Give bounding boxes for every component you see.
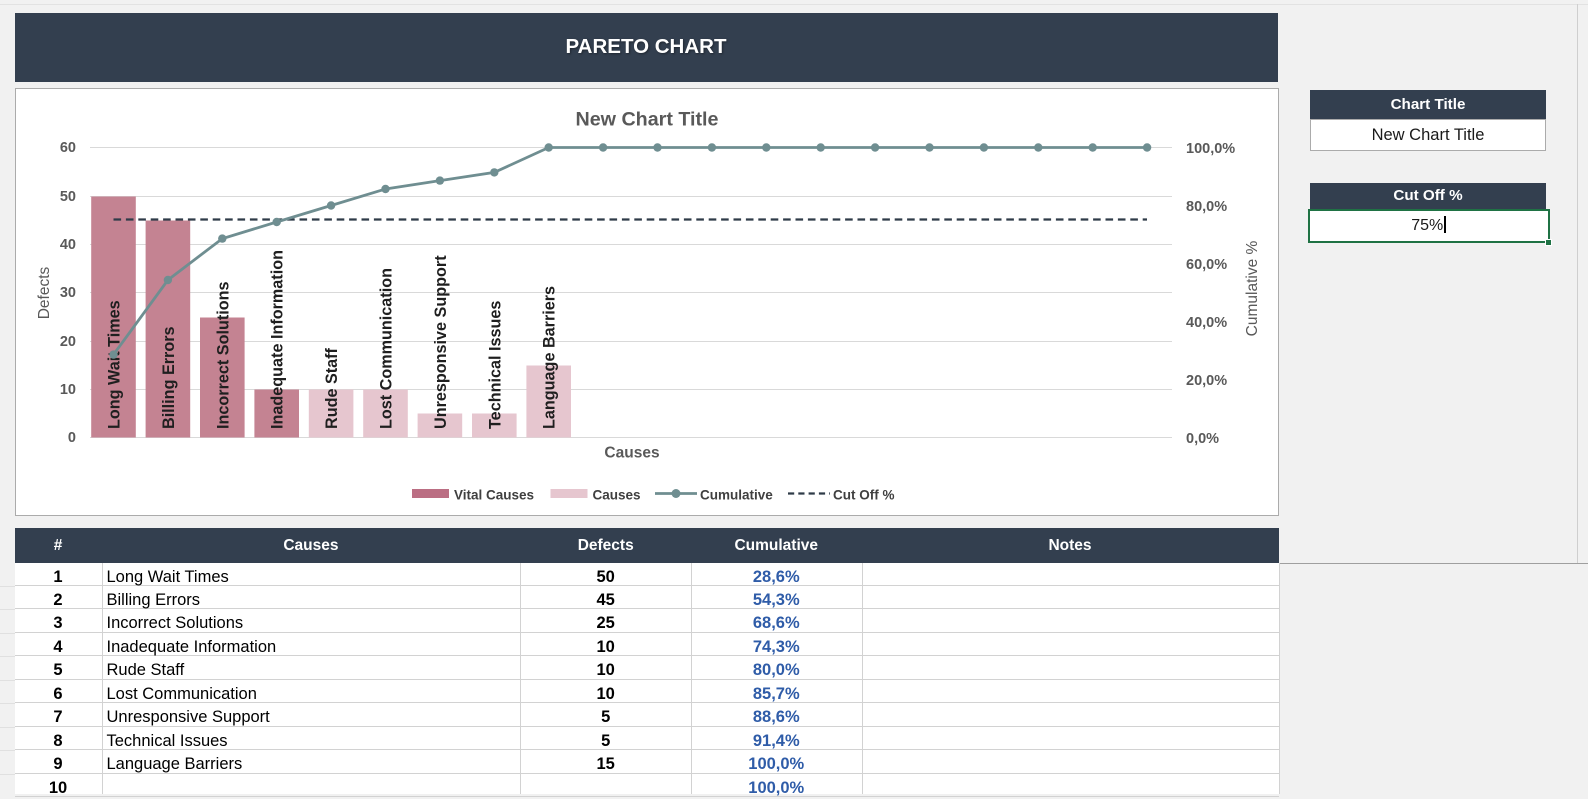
svg-text:60: 60 [59, 140, 75, 156]
svg-text:Lost Communication: Lost Communication [377, 268, 395, 429]
svg-text:Incorrect Solutions: Incorrect Solutions [214, 281, 232, 429]
svg-text:Causes: Causes [604, 445, 659, 462]
svg-text:30: 30 [59, 285, 75, 301]
svg-text:0,0%: 0,0% [1186, 431, 1219, 447]
svg-text:Long Wait Times: Long Wait Times [105, 300, 123, 429]
svg-text:Rude Staff: Rude Staff [323, 347, 341, 429]
svg-text:Cumulative: Cumulative [700, 488, 773, 503]
svg-text:Unresponsive Support: Unresponsive Support [431, 255, 449, 429]
svg-text:40: 40 [59, 237, 75, 253]
svg-text:Billing Errors: Billing Errors [159, 326, 177, 429]
svg-text:Inadequate Information: Inadequate Information [268, 250, 286, 429]
svg-text:New Chart Title: New Chart Title [575, 109, 718, 131]
svg-text:60,0%: 60,0% [1186, 257, 1227, 273]
svg-text:50: 50 [59, 189, 75, 205]
svg-text:Defects: Defects [36, 266, 53, 319]
svg-text:40,0%: 40,0% [1186, 315, 1227, 331]
svg-text:20: 20 [59, 334, 75, 350]
svg-text:Causes: Causes [592, 488, 640, 503]
svg-text:0: 0 [67, 430, 75, 446]
svg-text:100,0%: 100,0% [1186, 141, 1235, 157]
svg-text:Language Barriers: Language Barriers [540, 286, 558, 429]
svg-text:Technical Issues: Technical Issues [486, 301, 504, 429]
svg-text:Cut Off %: Cut Off % [833, 488, 895, 503]
svg-text:Cumulative %: Cumulative % [1244, 240, 1261, 336]
svg-text:20,0%: 20,0% [1186, 373, 1227, 389]
svg-text:10: 10 [59, 382, 75, 398]
svg-text:80,0%: 80,0% [1186, 199, 1227, 215]
svg-text:Vital Causes: Vital Causes [454, 488, 534, 503]
